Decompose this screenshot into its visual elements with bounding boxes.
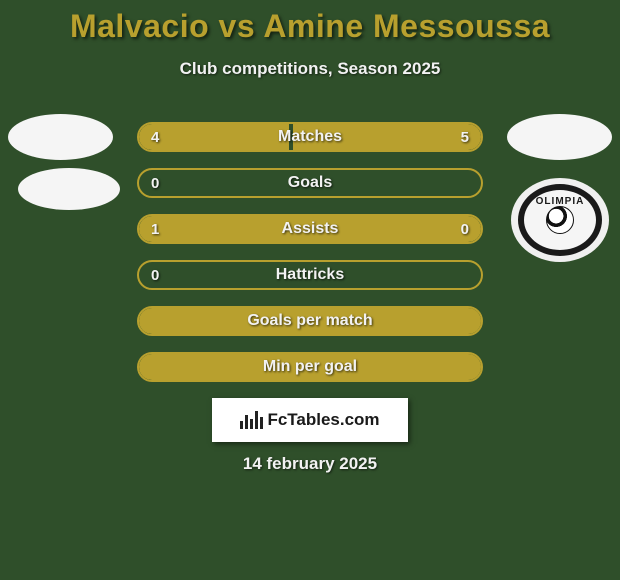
- stat-bars: 45Matches0Goals10Assists0HattricksGoals …: [137, 122, 483, 398]
- bar-label: Goals: [139, 170, 481, 196]
- brand-text: FcTables.com: [267, 410, 379, 430]
- stat-bar-row: 0Goals: [137, 168, 483, 198]
- subtitle: Club competitions, Season 2025: [0, 59, 620, 79]
- bar-fill-right: [406, 216, 481, 242]
- page-title: Malvacio vs Amine Messoussa: [0, 0, 620, 45]
- bar-value-left: 1: [151, 216, 159, 242]
- bar-label: Hattricks: [139, 262, 481, 288]
- bar-fill-left: [139, 308, 481, 334]
- bars-chart-icon: [240, 411, 263, 429]
- club-badge-text: OLIMPIA: [536, 196, 585, 207]
- bar-fill-left: [139, 354, 481, 380]
- comparison-card: Malvacio vs Amine Messoussa Club competi…: [0, 0, 620, 580]
- player-right-photo-placeholder: [507, 114, 612, 160]
- date-text: 14 february 2025: [0, 454, 620, 474]
- stat-bar-row: 10Assists: [137, 214, 483, 244]
- player-right-club-badge: OLIMPIA: [511, 178, 609, 262]
- stat-bar-row: Min per goal: [137, 352, 483, 382]
- bar-value-right: 0: [461, 216, 469, 242]
- player-left-photo-placeholder: [8, 114, 113, 160]
- player-left-club-placeholder: [18, 168, 120, 210]
- stat-bar-row: 0Hattricks: [137, 260, 483, 290]
- bar-value-left: 0: [151, 262, 159, 288]
- bar-value-left: 4: [151, 124, 159, 150]
- bar-fill-left: [139, 216, 406, 242]
- bar-fill-left: [139, 124, 289, 150]
- bar-value-right: 5: [461, 124, 469, 150]
- bar-value-left: 0: [151, 170, 159, 196]
- stat-bar-row: Goals per match: [137, 306, 483, 336]
- soccer-ball-icon: [546, 206, 574, 234]
- brand-box: FcTables.com: [212, 398, 408, 442]
- stat-bar-row: 45Matches: [137, 122, 483, 152]
- bar-fill-right: [293, 124, 481, 150]
